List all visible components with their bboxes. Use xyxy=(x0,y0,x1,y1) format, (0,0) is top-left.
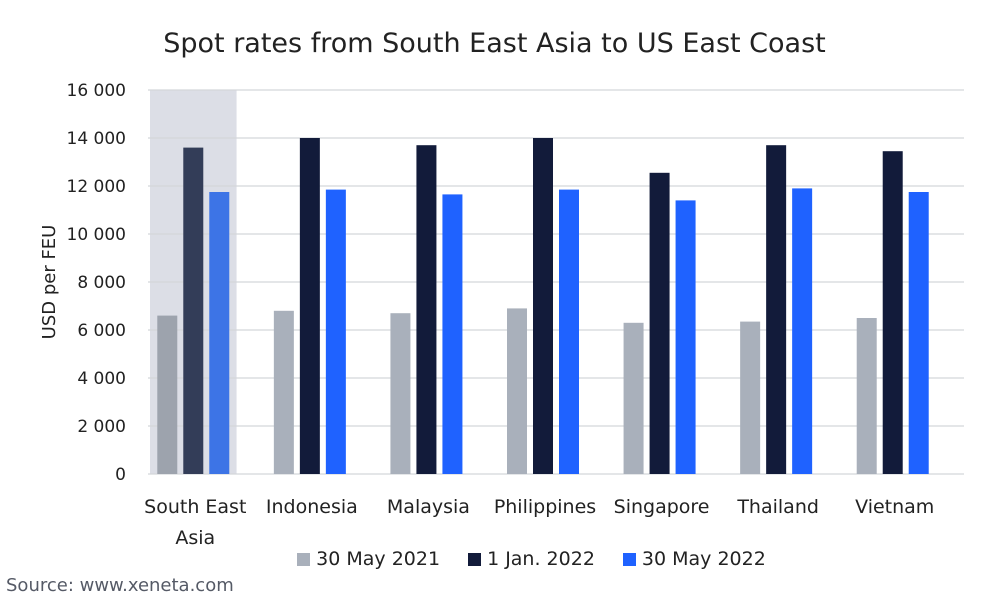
x-tick-label: Malaysia xyxy=(387,496,470,518)
bar xyxy=(623,322,644,474)
y-tick-label: 0 xyxy=(115,465,126,485)
y-tick-label: 12 000 xyxy=(67,177,126,197)
chart-legend: 30 May 2021 1 Jan. 2022 30 May 2022 xyxy=(0,548,989,570)
y-tick-label: 8 000 xyxy=(77,273,126,293)
legend-swatch xyxy=(622,552,636,566)
chart-title: Spot rates from South East Asia to US Ea… xyxy=(163,28,826,59)
legend-swatch xyxy=(297,552,311,566)
bar xyxy=(675,200,696,474)
bar xyxy=(533,138,553,474)
bar xyxy=(209,192,230,474)
bar xyxy=(390,313,411,474)
y-tick-label: 6 000 xyxy=(77,321,126,341)
bar xyxy=(507,308,527,474)
bar xyxy=(416,145,437,474)
legend-item: 1 Jan. 2022 xyxy=(468,548,595,570)
bar xyxy=(157,315,178,474)
x-tick-label: South East xyxy=(144,496,246,518)
legend-label: 30 May 2021 xyxy=(316,548,441,570)
x-tick-label: Asia xyxy=(175,527,215,549)
source-note: Source: www.xeneta.com xyxy=(6,575,234,596)
x-tick-label: Philippines xyxy=(494,496,596,518)
bar xyxy=(183,147,204,474)
bar xyxy=(649,172,670,475)
y-tick-label: 16 000 xyxy=(67,81,126,101)
legend-label: 1 Jan. 2022 xyxy=(487,548,595,570)
x-tick-label: Vietnam xyxy=(855,496,934,518)
legend-label: 30 May 2022 xyxy=(641,548,766,570)
x-tick-label: Singapore xyxy=(614,496,710,518)
bar xyxy=(442,194,463,474)
legend-swatch xyxy=(468,552,482,566)
bar xyxy=(908,192,929,474)
bar xyxy=(766,145,787,474)
y-tick-label: 2 000 xyxy=(77,417,126,437)
bar xyxy=(559,189,579,474)
y-axis-label: USD per FEU xyxy=(39,225,60,340)
y-tick-label: 10 000 xyxy=(67,225,126,245)
bar xyxy=(299,138,320,474)
legend-item: 30 May 2022 xyxy=(622,548,766,570)
bar xyxy=(740,321,761,474)
bar xyxy=(856,318,877,474)
bar xyxy=(273,310,294,474)
x-tick-label: Indonesia xyxy=(266,496,358,518)
bar xyxy=(325,189,346,474)
x-tick-label: Thailand xyxy=(736,496,819,518)
y-tick-label: 14 000 xyxy=(67,129,126,149)
y-tick-label: 4 000 xyxy=(77,369,126,389)
bar xyxy=(792,188,813,474)
legend-item: 30 May 2021 xyxy=(297,548,440,570)
bar xyxy=(882,151,903,474)
